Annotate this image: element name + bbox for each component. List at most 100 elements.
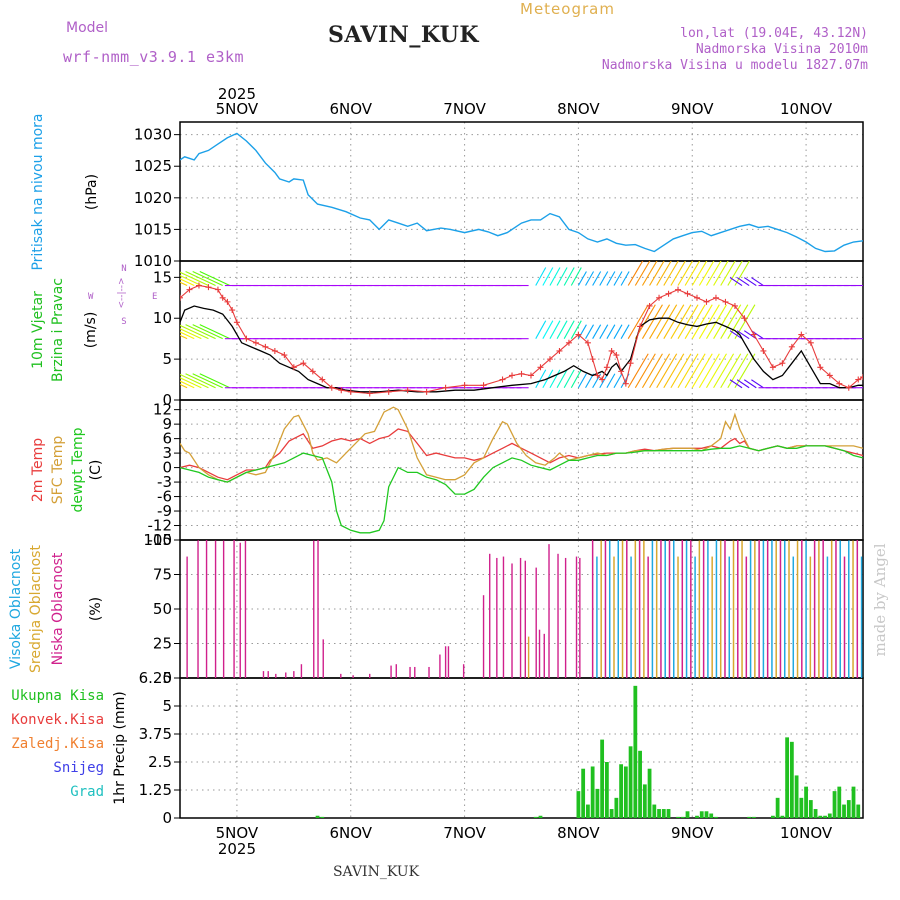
wind-barb (185, 373, 216, 389)
precip-ylabel: 1hr Precip (mm) (112, 691, 128, 804)
wind-barb (649, 304, 671, 339)
wind-ytick-label: 5 (162, 350, 172, 368)
precip-ytick-label: 0 (162, 809, 172, 827)
wind-gust-marker (262, 343, 269, 350)
temperature-ytick-label: -12 (148, 517, 173, 535)
wind-barb (549, 369, 561, 389)
wind-barb (656, 304, 678, 339)
wind-gust-marker (537, 364, 544, 371)
wind-gust-marker (750, 331, 757, 338)
precip-bar (837, 786, 842, 818)
wind-barb (535, 267, 547, 286)
wind-gust-marker (338, 387, 345, 394)
precip-bar (794, 775, 799, 818)
precip-bar (623, 766, 628, 818)
wind-barb (620, 271, 630, 286)
temperature-series-line (180, 406, 863, 483)
wind-gust-marker (769, 364, 776, 371)
wind-barb (613, 373, 623, 389)
wind-dir-east: E (152, 292, 157, 302)
wind-ylabel-2: Brzina i Pravac (50, 278, 66, 382)
wind-barb (720, 261, 736, 286)
wind-gust-marker (214, 286, 221, 293)
wind-gust-marker (589, 356, 596, 363)
wind-gust-marker (788, 343, 795, 350)
temperature-frame (179, 399, 864, 541)
precip-bar (633, 685, 638, 818)
precip-ytick-label: 2.5 (148, 753, 172, 771)
pressure-ytick-label: 1010 (134, 252, 172, 270)
wind-barb (585, 271, 595, 286)
wind-barb (670, 261, 686, 286)
temperature-ytick-label: 12 (153, 401, 172, 419)
x-tick-label-bottom: 8NOV (557, 824, 600, 842)
wind-gust-marker (281, 352, 288, 359)
temperature-ytick-label: -9 (157, 502, 172, 520)
wind-barb (199, 271, 231, 287)
pressure-ytick-label: 1015 (134, 220, 172, 238)
wind-barb (729, 330, 743, 340)
wind-gust-marker (499, 376, 506, 383)
precip-legend-2: Zaledj.Kisa (11, 736, 104, 752)
x-year-label-bottom: 2025 (218, 840, 256, 858)
wind-barb (542, 320, 554, 339)
x-tick-label-bottom: 9NOV (671, 824, 714, 842)
wind-barb (185, 324, 216, 340)
precip-bar (652, 804, 657, 818)
lonlat-label: lon,lat (19.04E, 43.12N) (680, 26, 868, 41)
wind-barb (570, 369, 582, 389)
precip-bar (785, 737, 790, 818)
wind-barb (691, 261, 708, 286)
precip-ytick-label: 1.25 (139, 781, 172, 799)
wind-barb (606, 373, 616, 389)
wind-barb (185, 271, 216, 287)
precip-bar (775, 797, 780, 818)
precip-legend-3: Snijeg (53, 760, 104, 776)
wind-gust-marker (423, 388, 430, 395)
precip-bar (619, 764, 624, 818)
wind-barb (641, 353, 663, 389)
pressure-ytick-label: 1025 (134, 157, 172, 175)
wind-barb (563, 267, 575, 286)
precip-bar (704, 811, 709, 818)
wind-barb (556, 267, 568, 286)
wind-barb (727, 304, 749, 339)
wind-barb (585, 373, 595, 389)
wind-barb (606, 271, 616, 286)
temperature-ytick-label: 6 (162, 430, 172, 448)
temp-unit-label: (C) (88, 460, 104, 481)
wind-barb (727, 261, 743, 286)
wind-barb (677, 353, 699, 389)
precip-bar (699, 811, 704, 818)
wind-barb (656, 353, 678, 389)
wind-barb (606, 324, 616, 339)
wind-gust-marker (741, 315, 748, 322)
pressure-frame (179, 121, 864, 262)
wind-barb (592, 271, 602, 286)
wind-gust-marker (243, 335, 250, 342)
pressure-ylabel: Pritisak na nivou mora (30, 113, 46, 270)
wind-barb (713, 304, 735, 339)
x-tick-label-top: 5NOV (216, 100, 259, 118)
wind-barb (698, 304, 720, 339)
wind-gust-marker (618, 368, 625, 375)
precip-bar (661, 809, 666, 818)
temperature-plot (180, 406, 863, 534)
wind-gust-marker (556, 347, 563, 354)
cloud-high-ylabel: Visoka Oblacnost (8, 548, 24, 669)
wind-gust-marker (836, 380, 843, 387)
temperature-ytick-label: -15 (148, 531, 173, 549)
precip-ytick-label: 6.25 (139, 669, 172, 687)
precip-bar (842, 804, 846, 818)
precip-bar (538, 815, 543, 818)
wind-gust-marker (461, 382, 468, 389)
wind-gust-marker (205, 284, 212, 291)
wind-gust-marker (252, 339, 259, 346)
wind-barb (663, 353, 685, 389)
wind-plot (180, 261, 863, 397)
wind-barb (729, 277, 743, 286)
precip-bar (823, 815, 827, 818)
wind-barb (613, 271, 623, 286)
wind-barb (743, 379, 757, 389)
